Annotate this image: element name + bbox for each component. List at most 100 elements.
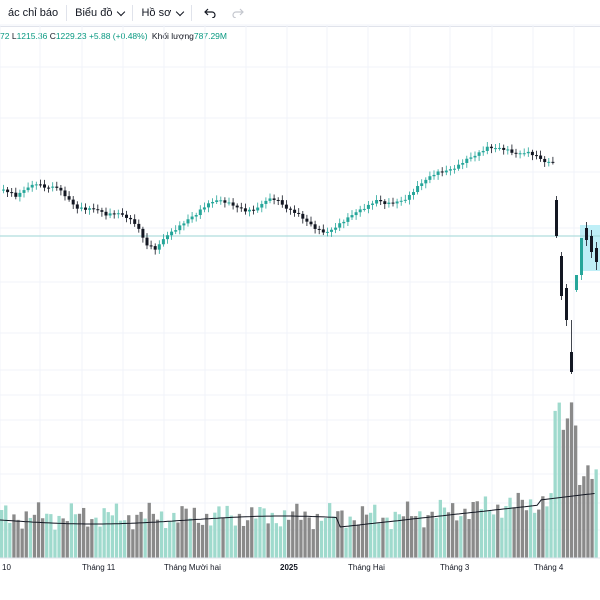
candle-body: [30, 184, 34, 188]
open-value: 72: [0, 31, 10, 41]
candle-body: [590, 236, 593, 252]
volume-bar: [196, 522, 201, 558]
candle-body: [215, 200, 219, 202]
volume-bar: [422, 527, 426, 558]
indicators-button[interactable]: ác chỉ báo: [0, 0, 66, 26]
volume-value: 787.29M: [193, 31, 227, 41]
volume-bar: [164, 528, 168, 558]
volume-bar: [516, 492, 520, 558]
candle-body: [428, 176, 432, 180]
candle-body: [14, 192, 18, 197]
candle-body: [407, 194, 411, 200]
candle-body: [272, 198, 276, 200]
low-label: L: [11, 31, 17, 41]
candle-body: [461, 162, 465, 165]
candle-body: [535, 155, 538, 157]
volume-bars: [0, 402, 598, 558]
volume-bar: [492, 514, 496, 558]
candle-body: [473, 155, 477, 158]
volume-bar: [4, 505, 8, 558]
volume-bar: [414, 516, 418, 558]
candle-body: [506, 149, 510, 151]
volume-bar: [307, 517, 311, 558]
candle-body: [444, 170, 448, 173]
volume-bar: [311, 529, 315, 558]
candle-body: [194, 215, 198, 217]
candle-body: [55, 186, 59, 188]
chart-toolbar: ác chỉ báo Biểu đồ Hồ sơ: [0, 0, 600, 27]
volume-bar: [520, 499, 524, 558]
volume-bar: [434, 517, 438, 558]
candle-body: [420, 183, 424, 186]
volume-bar: [291, 511, 295, 558]
candle-body: [555, 200, 558, 236]
volume-bar: [110, 515, 114, 558]
volume-bar: [159, 511, 164, 558]
candle-body: [18, 192, 22, 197]
candle-body: [477, 152, 481, 156]
candle-body: [260, 203, 264, 208]
redo-button[interactable]: [224, 0, 252, 26]
candle-body: [403, 199, 407, 201]
volume-bar: [266, 523, 270, 558]
volume-bar: [463, 508, 467, 558]
volume-bar: [262, 508, 266, 558]
candle-body: [268, 198, 272, 201]
candle-body: [59, 187, 63, 191]
candle-body: [137, 223, 141, 229]
candle-body: [6, 189, 10, 193]
volume-bar: [455, 520, 459, 558]
candle-body: [366, 204, 370, 209]
volume-bar: [524, 510, 529, 558]
volume-bar: [180, 506, 184, 558]
candle-body: [75, 204, 79, 209]
volume-bar: [184, 508, 188, 558]
volume-bar: [471, 502, 475, 558]
volume-bar: [213, 512, 217, 558]
toolbar-divider: [66, 5, 68, 21]
volume-bar: [192, 507, 196, 558]
candle-body: [432, 174, 436, 177]
volume-bar: [594, 469, 598, 558]
candle-body: [469, 157, 473, 159]
volume-bar: [106, 512, 110, 558]
candle-body: [161, 239, 165, 245]
volume-bar: [172, 512, 176, 558]
candle-body: [63, 190, 67, 197]
candle-body: [284, 204, 288, 209]
candle-body: [47, 187, 51, 189]
candle-body: [580, 238, 583, 275]
volume-bar: [86, 526, 90, 558]
volume-bar: [274, 523, 278, 558]
chart-type-button[interactable]: Biểu đồ: [67, 0, 132, 26]
profile-button[interactable]: Hồ sơ: [133, 0, 191, 26]
candle-body: [34, 184, 38, 186]
volume-bar: [553, 410, 557, 558]
candle-body: [92, 208, 96, 210]
volume-moving-average: [0, 493, 595, 528]
candle-body: [358, 209, 362, 213]
volume-bar: [114, 503, 119, 558]
candle-body: [79, 207, 83, 209]
volume-bar: [303, 511, 307, 558]
volume-bar: [16, 519, 20, 558]
undo-button[interactable]: [192, 0, 224, 26]
candle-body: [489, 146, 493, 149]
candle-body: [502, 147, 506, 150]
volume-bar: [209, 525, 213, 558]
volume-bar: [508, 497, 512, 558]
toolbar-divider: [132, 5, 134, 21]
volume-bar: [36, 502, 41, 558]
candle-body: [297, 212, 301, 214]
volume-bar: [381, 517, 385, 558]
volume-bar: [12, 514, 16, 558]
volume-bar: [315, 513, 319, 558]
candle-body: [190, 216, 194, 220]
redo-icon: [232, 8, 245, 18]
candle-body: [264, 200, 268, 204]
volume-bar: [360, 506, 365, 558]
candle-body: [116, 213, 120, 215]
volume-bar: [102, 508, 106, 558]
candle-body: [391, 202, 395, 204]
